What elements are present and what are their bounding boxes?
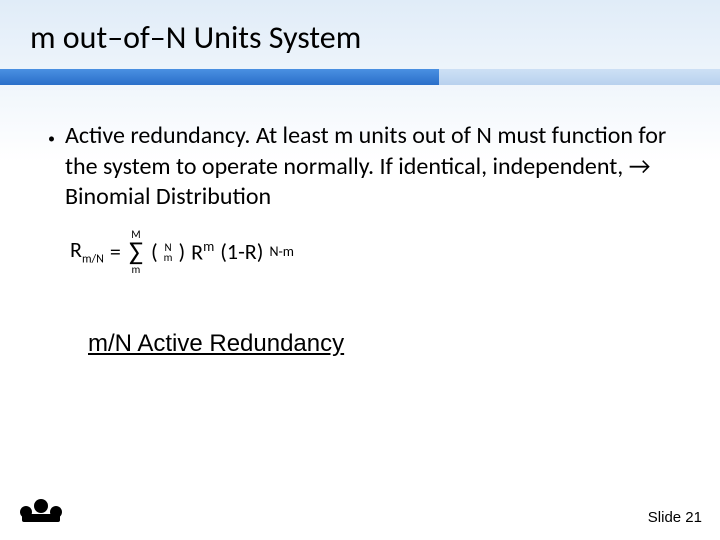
slide-number: Slide 21	[648, 509, 702, 526]
formula-binomial: N m	[164, 243, 173, 263]
header-bar-light	[439, 69, 720, 85]
formula-lhs: Rm/N	[70, 236, 104, 268]
formula-R2-sup: N-m	[269, 243, 294, 261]
formula-equals: =	[110, 238, 121, 266]
binom-bottom: m	[164, 253, 173, 263]
bullet-marker: •	[48, 121, 55, 213]
formula-R1: Rm	[191, 238, 214, 266]
formula: Rm/N = M ∑ m ( N m ) Rm (1-R) N-m	[70, 229, 672, 274]
formula-open-paren: (	[151, 238, 158, 266]
header-accent-bar	[0, 69, 720, 85]
formula-R1-base: R	[191, 238, 203, 265]
formula-R1-sup: m	[203, 238, 214, 255]
header-bar-dark	[0, 69, 439, 85]
bullet-item: • Active redundancy. At least m units ou…	[48, 121, 672, 213]
crown-logo-icon	[18, 495, 64, 530]
formula-summation: M ∑ m	[129, 229, 143, 274]
formula-close-paren: )	[178, 238, 185, 266]
bullet-text: Active redundancy. At least m units out …	[65, 121, 672, 213]
formula-lhs-sub: m/N	[82, 252, 104, 266]
sum-lower: m	[132, 264, 141, 275]
sum-symbol: ∑	[129, 240, 143, 263]
subheading: m/N Active Redundancy	[88, 329, 672, 360]
formula-lhs-base: R	[70, 236, 82, 263]
formula-mid: (1-R)	[220, 238, 263, 266]
slide-body: • Active redundancy. At least m units ou…	[0, 85, 720, 359]
slide-title: m out–of–N Units System	[30, 18, 690, 57]
